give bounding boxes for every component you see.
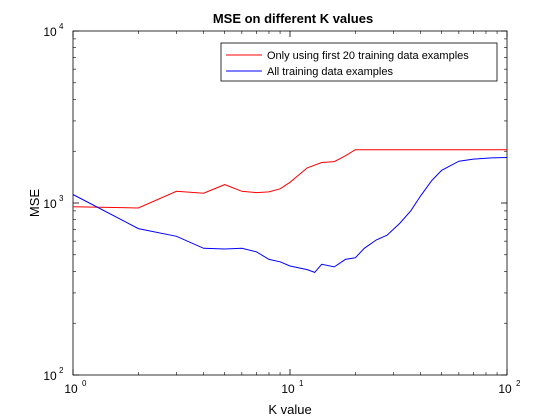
series-line-1 bbox=[72, 157, 508, 273]
x-tick-exponent: 0 bbox=[82, 379, 87, 388]
series-layer bbox=[72, 149, 508, 273]
y-tick-exponent: 3 bbox=[59, 194, 64, 203]
x-axis-ticks: 10 0 10 1 10 2 bbox=[64, 31, 521, 396]
y-tick-label: 10 bbox=[43, 369, 57, 383]
chart-title: MSE on different K values bbox=[213, 11, 373, 26]
legend-entry-0: Only using first 20 training data exampl… bbox=[267, 50, 469, 62]
x-tick-exponent: 2 bbox=[516, 379, 521, 388]
x-tick-label: 10 bbox=[281, 382, 295, 396]
x-tick-exponent: 1 bbox=[299, 379, 304, 388]
legend-entry-1: All training data examples bbox=[267, 66, 393, 78]
legend-box bbox=[220, 42, 498, 82]
y-axis-label: MSE bbox=[27, 189, 42, 218]
y-tick-exponent: 2 bbox=[59, 366, 64, 375]
x-axis-label: K value bbox=[268, 402, 311, 417]
legend: Only using first 20 training data exampl… bbox=[220, 42, 498, 82]
y-tick-label: 10 bbox=[43, 197, 57, 211]
series-line-0 bbox=[72, 149, 507, 209]
plot-area bbox=[72, 30, 508, 376]
x-tick-label: 10 bbox=[64, 382, 78, 396]
y-tick-exponent: 4 bbox=[59, 22, 64, 31]
x-tick-label: 10 bbox=[498, 382, 512, 396]
y-tick-label: 10 bbox=[43, 25, 57, 39]
